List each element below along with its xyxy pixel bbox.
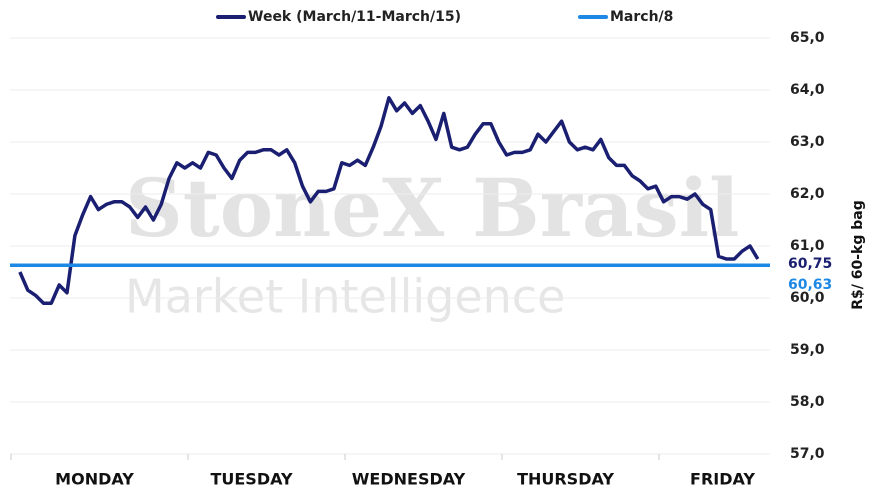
y-tick-label: 65,0 bbox=[790, 30, 825, 46]
legend-label: March/8 bbox=[610, 9, 673, 25]
y-tick-label: 60,0 bbox=[790, 290, 825, 306]
y-tick-label: 61,0 bbox=[790, 238, 825, 254]
x-tick-label: TUESDAY bbox=[210, 470, 292, 489]
y-tick-label: 57,0 bbox=[790, 446, 825, 462]
x-tick-label: FRIDAY bbox=[690, 470, 755, 489]
x-tick-label: WEDNESDAY bbox=[352, 470, 466, 489]
y-tick-label: 62,0 bbox=[790, 186, 825, 202]
y-axis-label: R$/ 60-kg bag bbox=[850, 200, 866, 310]
value-label: 60,75 bbox=[788, 256, 832, 272]
y-tick-label: 58,0 bbox=[790, 394, 825, 410]
y-tick-label: 63,0 bbox=[790, 134, 825, 150]
watermark: StoneX Brasil bbox=[125, 161, 740, 255]
legend-label: Week (March/11-March/15) bbox=[248, 9, 461, 25]
x-tick-label: MONDAY bbox=[55, 470, 134, 489]
x-tick-label: THURSDAY bbox=[517, 470, 614, 489]
value-label: 60,63 bbox=[788, 277, 832, 293]
series-line bbox=[18, 96, 760, 305]
y-tick-label: 64,0 bbox=[790, 82, 825, 98]
y-tick-label: 59,0 bbox=[790, 342, 825, 358]
watermark: Market Intelligence bbox=[125, 270, 565, 324]
